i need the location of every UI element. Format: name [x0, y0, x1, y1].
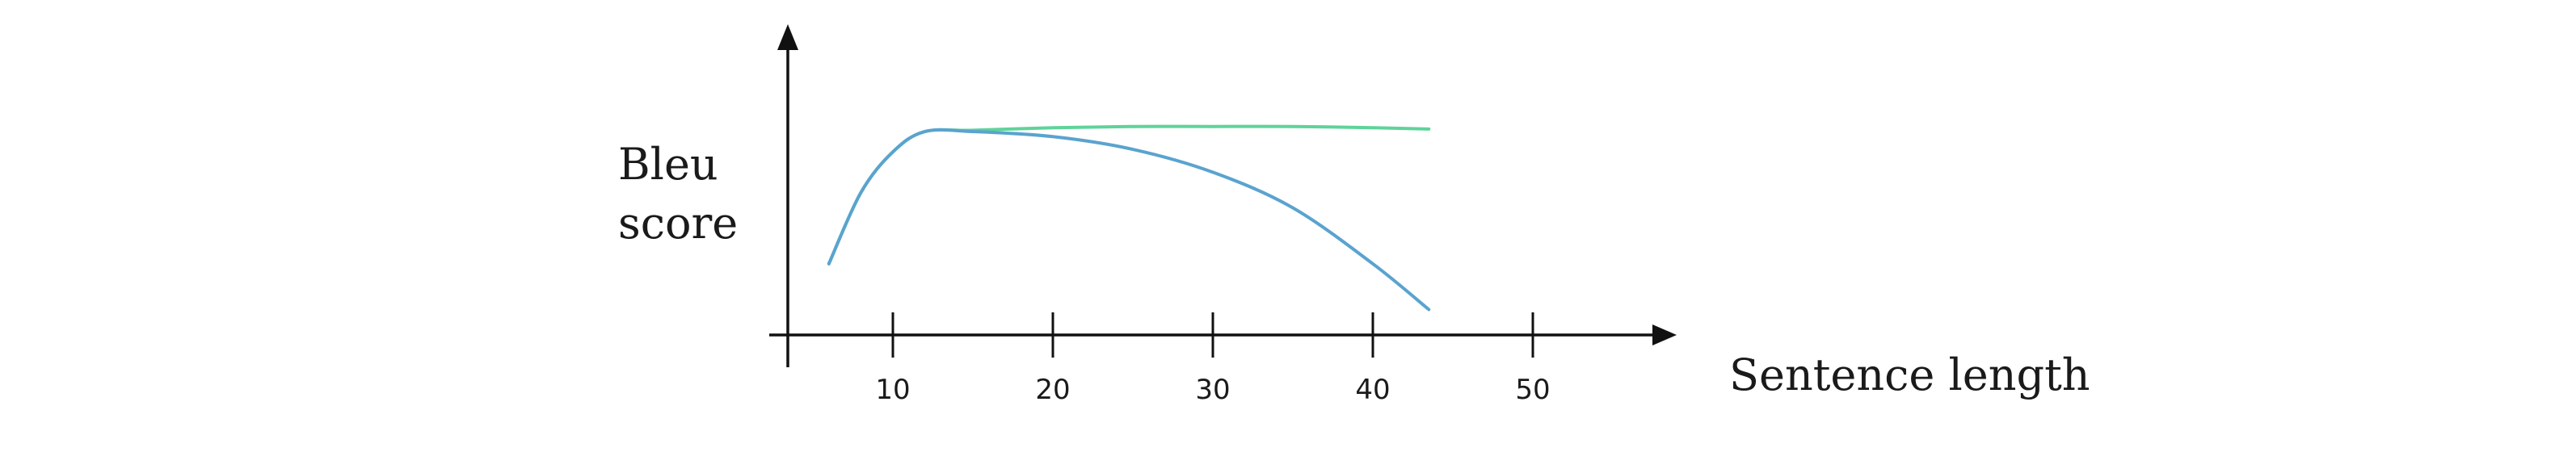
x-tick-label: 30 — [1195, 374, 1230, 406]
x-tick-label: 50 — [1515, 374, 1550, 406]
x-axis-arrow — [1652, 324, 1677, 345]
series-line-2 — [827, 128, 1431, 312]
x-axis-label: Sentence length — [1729, 349, 2090, 400]
x-tick-label: 20 — [1035, 374, 1070, 406]
y-axis-arrow — [777, 24, 798, 50]
series-layer — [827, 124, 1431, 312]
y-axis-label-line-1: Bleu — [618, 139, 718, 190]
y-axis-label-line-2: score — [618, 198, 738, 249]
x-tick-label: 10 — [875, 374, 910, 406]
ticks: 10 20 30 40 50 — [875, 312, 1551, 406]
axes — [769, 24, 1677, 367]
x-tick-label: 40 — [1355, 374, 1390, 406]
